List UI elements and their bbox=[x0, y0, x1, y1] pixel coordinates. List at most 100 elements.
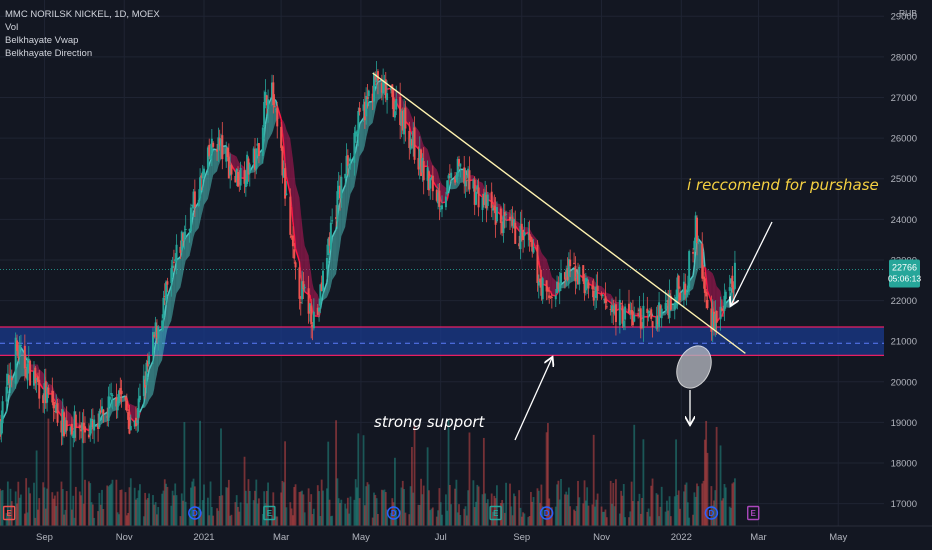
candle-body bbox=[81, 422, 84, 431]
direction-line bbox=[292, 222, 295, 235]
ribbon-segment bbox=[336, 219, 338, 274]
candle-body bbox=[308, 303, 311, 312]
volume-bar bbox=[118, 514, 120, 526]
price-tick-label: 25000 bbox=[891, 174, 917, 185]
time-axis[interactable]: Sep Nov 2021 Mar May Jul Sep Nov 2022 Mar May bbox=[0, 525, 932, 550]
volume-bar bbox=[459, 514, 462, 526]
candle-body bbox=[93, 419, 96, 431]
volume-bar bbox=[217, 510, 220, 526]
direction-line bbox=[692, 264, 696, 276]
volume-bar bbox=[6, 481, 9, 526]
candle-body bbox=[519, 225, 522, 250]
candle-body bbox=[545, 280, 548, 292]
volume-bar bbox=[649, 516, 651, 526]
volume-bar bbox=[319, 516, 322, 526]
direction-line bbox=[285, 176, 292, 195]
volume-bar bbox=[493, 495, 496, 526]
volume-bar bbox=[91, 504, 94, 526]
candle-body bbox=[276, 107, 279, 127]
volume-bar bbox=[146, 498, 149, 526]
candle-body bbox=[527, 233, 530, 235]
candle-body bbox=[655, 316, 658, 329]
ribbon-segment bbox=[551, 276, 556, 296]
candle-body bbox=[703, 278, 706, 293]
symbol-title[interactable]: MMC NORILSK NICKEL, 1D, MOEX bbox=[5, 9, 160, 20]
candle-body bbox=[509, 216, 511, 221]
volume-bar bbox=[485, 503, 488, 526]
candle-body bbox=[129, 425, 132, 431]
candle-body bbox=[322, 270, 324, 291]
volume-bar bbox=[394, 457, 396, 526]
price-tick-label: 24000 bbox=[891, 215, 917, 226]
candle-body bbox=[8, 375, 11, 384]
candle-body bbox=[673, 302, 676, 309]
event-marker-label: D bbox=[708, 509, 714, 518]
candle-body bbox=[711, 312, 714, 329]
volume-bar bbox=[309, 501, 311, 526]
candle-body bbox=[446, 180, 449, 195]
indicator-direction[interactable]: Belkhayate Direction bbox=[5, 48, 93, 59]
candle-body bbox=[665, 300, 668, 302]
volume-bar bbox=[686, 502, 689, 526]
candle-body bbox=[170, 268, 173, 284]
candle-body bbox=[702, 276, 705, 279]
volume-bar bbox=[601, 511, 604, 526]
volume-bar bbox=[139, 484, 141, 526]
direction-line bbox=[377, 79, 383, 83]
candle-body bbox=[408, 130, 411, 148]
volume-bar bbox=[574, 511, 577, 526]
candle-body bbox=[518, 243, 521, 247]
volume-bar bbox=[60, 481, 63, 526]
volume-bar bbox=[565, 491, 568, 526]
chart-legend: MMC NORILSK NICKEL, 1D, MOEX Vol Belkhay… bbox=[5, 8, 160, 60]
candle-body bbox=[510, 219, 513, 221]
candle-body bbox=[33, 370, 35, 386]
candle-body bbox=[320, 282, 323, 292]
volume-bar bbox=[409, 486, 412, 526]
candle-body bbox=[133, 420, 136, 427]
volume-bar bbox=[142, 516, 145, 526]
candle-body bbox=[247, 158, 250, 175]
volume-bar bbox=[558, 499, 561, 526]
volume-bar bbox=[115, 479, 118, 526]
volume-bar bbox=[532, 497, 535, 526]
volume-bar bbox=[16, 503, 18, 526]
candle-body bbox=[501, 222, 504, 234]
volume-bar bbox=[303, 512, 306, 526]
volume-bar bbox=[210, 506, 213, 526]
volume-bar bbox=[482, 437, 485, 526]
volume-bar bbox=[569, 506, 572, 526]
volume-bar bbox=[282, 482, 285, 526]
volume-bar bbox=[272, 492, 275, 526]
candle-body bbox=[63, 412, 66, 436]
candle-body bbox=[257, 143, 260, 156]
candle-body bbox=[325, 258, 328, 270]
candle-body bbox=[454, 176, 457, 183]
price-axis[interactable]: 1700018000190002000021000220002300024000… bbox=[884, 0, 932, 550]
volume-bar bbox=[212, 515, 215, 526]
candle-body bbox=[464, 180, 467, 187]
candle-body bbox=[5, 386, 8, 402]
candle-body bbox=[243, 170, 246, 184]
indicator-vol[interactable]: Vol bbox=[5, 22, 19, 33]
volume-bar bbox=[362, 435, 365, 526]
candle-body bbox=[384, 79, 387, 99]
direction-line bbox=[281, 132, 285, 146]
volume-bar bbox=[620, 490, 623, 526]
volume-bar bbox=[290, 508, 293, 526]
candle-body bbox=[353, 132, 356, 163]
volume-bar bbox=[47, 418, 50, 526]
volume-bar bbox=[280, 492, 283, 526]
indicator-vwap[interactable]: Belkhayate Vwap bbox=[5, 35, 79, 46]
volume-bar bbox=[437, 510, 439, 526]
candle-body bbox=[229, 166, 232, 176]
volume-bar bbox=[235, 495, 238, 526]
ribbon-segment bbox=[602, 287, 605, 294]
candle-body bbox=[316, 307, 319, 315]
event-marker-label: E bbox=[493, 509, 499, 518]
volume-bar bbox=[675, 439, 677, 526]
candle-body bbox=[43, 383, 46, 401]
direction-line bbox=[139, 403, 145, 413]
